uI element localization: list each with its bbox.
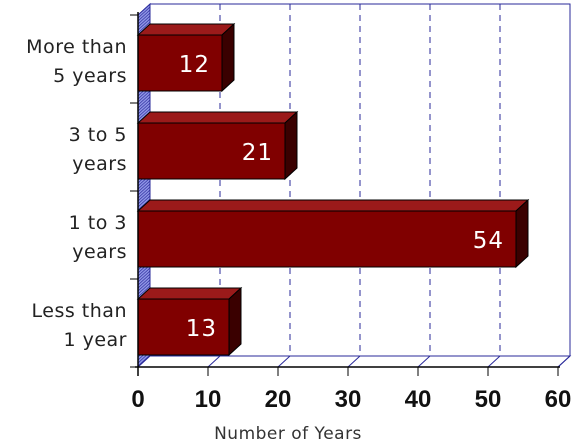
side-wall-hatch <box>137 285 151 298</box>
side-wall-hatch <box>137 102 151 115</box>
x-tick-label: 10 <box>195 386 222 413</box>
side-wall-hatch <box>137 276 151 289</box>
bar-top <box>136 23 236 36</box>
category-label: 3 to 5 <box>69 124 127 146</box>
bar-2: 54 <box>136 198 530 269</box>
bar-value-label: 54 <box>473 228 504 254</box>
side-wall-hatch <box>137 105 151 118</box>
side-wall-hatch <box>137 270 151 283</box>
x-tick-label: 0 <box>131 386 144 413</box>
bar-3: 13 <box>136 286 243 357</box>
bar-top <box>136 287 243 300</box>
category-label: Less than <box>32 300 127 322</box>
side-wall-hatch <box>137 99 151 112</box>
floor-gridline <box>417 355 431 368</box>
category-label: 1 year <box>63 329 127 351</box>
category-label: years <box>72 241 127 263</box>
side-wall-hatch <box>137 12 151 25</box>
side-wall-hatch <box>137 183 151 196</box>
floor-gridline <box>487 355 501 368</box>
side-wall-hatch <box>137 15 151 28</box>
side-wall-hatch <box>137 9 151 22</box>
x-tick-label: 50 <box>475 386 502 413</box>
bar-top <box>136 111 299 124</box>
bar-top <box>136 199 530 212</box>
side-wall-hatch <box>137 108 151 121</box>
bar-value-label: 21 <box>242 140 273 166</box>
category-label: years <box>72 153 127 175</box>
category-label: More than <box>26 36 127 58</box>
floor-gridline <box>557 355 571 368</box>
x-axis-title: Number of Years <box>214 424 362 443</box>
side-wall-hatch <box>137 18 151 31</box>
x-tick-label: 20 <box>265 386 292 413</box>
side-wall-hatch <box>137 198 151 211</box>
side-wall-hatch <box>137 279 151 292</box>
category-label: 1 to 3 <box>69 212 127 234</box>
side-wall-hatch <box>137 180 151 193</box>
side-wall-hatch <box>137 354 151 367</box>
side-wall-hatch <box>137 186 151 199</box>
side-wall-hatch <box>137 192 151 205</box>
floor-gridline <box>207 355 221 368</box>
side-wall-hatch <box>137 282 151 295</box>
floor-gridline <box>347 355 361 368</box>
bar-value-label: 12 <box>179 52 210 78</box>
bar-face <box>137 210 517 268</box>
bar-side <box>284 110 298 181</box>
x-ticks: 0 10 20 30 40 50 60 <box>131 367 571 413</box>
bar-side <box>221 22 235 93</box>
category-labels: More than 5 years 3 to 5 years 1 to 3 years Le… <box>26 36 127 351</box>
side-wall-hatch <box>137 21 151 34</box>
gridlines <box>207 4 571 368</box>
side-wall-hatch <box>137 267 151 280</box>
side-wall-hatch <box>137 189 151 202</box>
side-wall-hatch <box>137 195 151 208</box>
bar-side <box>228 286 242 357</box>
side-wall-hatch <box>137 96 151 109</box>
bar-value-label: 13 <box>186 316 217 342</box>
side-wall-hatch <box>137 90 151 103</box>
side-wall-hatch <box>137 6 151 19</box>
side-wall-hatch <box>137 177 151 190</box>
side-wall-hatch <box>137 3 151 16</box>
floor-gridline <box>277 355 291 368</box>
x-tick-label: 40 <box>405 386 432 413</box>
category-label: 5 years <box>53 65 127 87</box>
bar-face <box>137 298 230 356</box>
bar-side <box>515 198 529 269</box>
x-tick-label: 60 <box>545 386 572 413</box>
x-tick-label: 30 <box>335 386 362 413</box>
bar-1: 21 <box>136 110 299 181</box>
bar-0: 12 <box>136 22 236 93</box>
bars: 12 21 54 13 <box>136 22 530 357</box>
side-wall-hatch <box>137 93 151 106</box>
side-wall-hatch <box>137 273 151 286</box>
